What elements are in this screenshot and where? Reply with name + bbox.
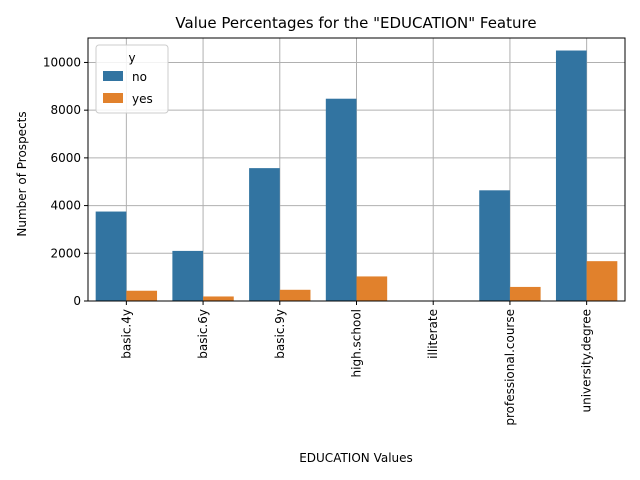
x-tick-label: high.school [350, 309, 364, 377]
bar-no-university.degree [555, 50, 587, 302]
x-tick-label: basic.4y [119, 309, 133, 359]
x-tick-label: university.degree [580, 309, 594, 413]
y-tick-label: 4000 [50, 199, 81, 213]
y-tick-label: 6000 [50, 151, 81, 165]
legend-swatch-no [103, 71, 123, 81]
y-axis-label: Number of Prospects [15, 111, 29, 236]
x-tick-label: illiterate [426, 309, 440, 359]
y-tick-label: 10000 [43, 55, 81, 69]
bar-no-professional.course [479, 190, 510, 301]
axes: 0 2000 4000 6000 8000 10000 basic.4y basic.6y ba… [43, 37, 626, 426]
bar-yes-basic.6y [203, 296, 234, 301]
x-axis-label: EDUCATION Values [299, 451, 413, 465]
bar-no-basic.9y [249, 168, 280, 301]
bar-no-basic.4y [95, 211, 127, 301]
legend-title: y [128, 51, 135, 65]
chart-title: Value Percentages for the "EDUCATION" Fe… [175, 14, 536, 32]
y-tick-label: 2000 [50, 246, 81, 260]
y-tick-label: 8000 [50, 103, 81, 117]
bar-no-basic.6y [172, 250, 204, 301]
plot-frame [87, 37, 626, 302]
legend-label-yes: yes [132, 92, 153, 106]
x-tick-label: basic.6y [196, 309, 210, 359]
bar-yes-university.degree [586, 261, 618, 301]
x-tick-label: professional.course [503, 309, 517, 426]
bars [95, 50, 618, 302]
legend-swatch-yes [103, 93, 123, 103]
y-tick-label: 0 [73, 294, 81, 308]
bar-yes-professional.course [509, 286, 541, 301]
legend: y no yes [95, 44, 169, 114]
bar-yes-basic.9y [279, 289, 311, 301]
legend-label-no: no [132, 70, 147, 84]
x-tick-label: basic.9y [273, 309, 287, 359]
bar-yes-basic.4y [126, 290, 158, 301]
bar-yes-high.school [356, 276, 388, 301]
bar-no-high.school [325, 98, 357, 301]
